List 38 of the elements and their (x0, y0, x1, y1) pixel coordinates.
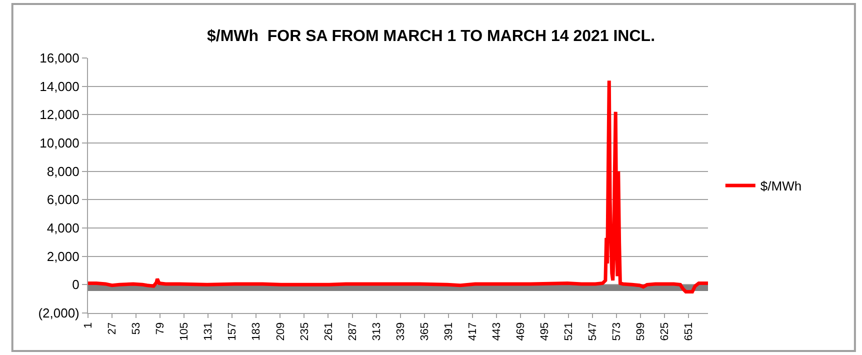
x-tick-label: 391 (442, 322, 455, 341)
x-tick-label: 53 (130, 322, 143, 335)
x-tick-label: 157 (226, 322, 239, 341)
y-tick-label: 0 (72, 277, 80, 292)
x-tick-label: 1 (82, 322, 95, 329)
x-tick-label: 131 (202, 322, 215, 341)
x-tick-label: 547 (587, 322, 600, 341)
y-tick-label: 12,000 (40, 107, 80, 122)
x-tick-label: 209 (274, 322, 287, 341)
y-tick-label: 4,000 (46, 220, 80, 236)
x-tick-label: 313 (370, 322, 383, 341)
y-tick-label: (2,000) (38, 306, 80, 321)
x-tick-label: 469 (515, 322, 528, 341)
x-tick-label: 287 (346, 322, 359, 341)
x-tick-label: 521 (563, 322, 576, 341)
x-tick-label: 235 (298, 322, 311, 341)
x-tick-label: 261 (322, 322, 335, 341)
y-tick-label: 6,000 (46, 192, 80, 208)
x-tick-label: 573 (611, 322, 624, 341)
x-tick-label: 79 (154, 322, 167, 335)
x-tick-label: 417 (466, 322, 479, 341)
x-tick-label: 105 (178, 322, 191, 341)
y-tick-label: 14,000 (40, 78, 80, 94)
y-tick-label: 8,000 (46, 164, 80, 179)
x-tick-label: 365 (418, 322, 431, 341)
x-tick-label: 599 (635, 322, 648, 341)
legend-label: $/MWh (760, 178, 802, 194)
y-tick-label: 16,000 (40, 50, 80, 66)
x-tick-label: 625 (659, 322, 672, 341)
x-tick-label: 339 (394, 322, 407, 341)
x-tick-label: 651 (683, 322, 696, 341)
x-tick-label: 183 (250, 322, 263, 341)
x-tick-label: 27 (106, 322, 119, 335)
y-tick-label: 2,000 (46, 248, 80, 264)
x-tick-label: 443 (490, 322, 503, 341)
chart-title: $/MWh FOR SA FROM MARCH 1 TO MARCH 14 2021 INCL. (206, 28, 656, 46)
y-tick-label: 10,000 (40, 136, 80, 151)
x-tick-label: 495 (539, 322, 552, 341)
